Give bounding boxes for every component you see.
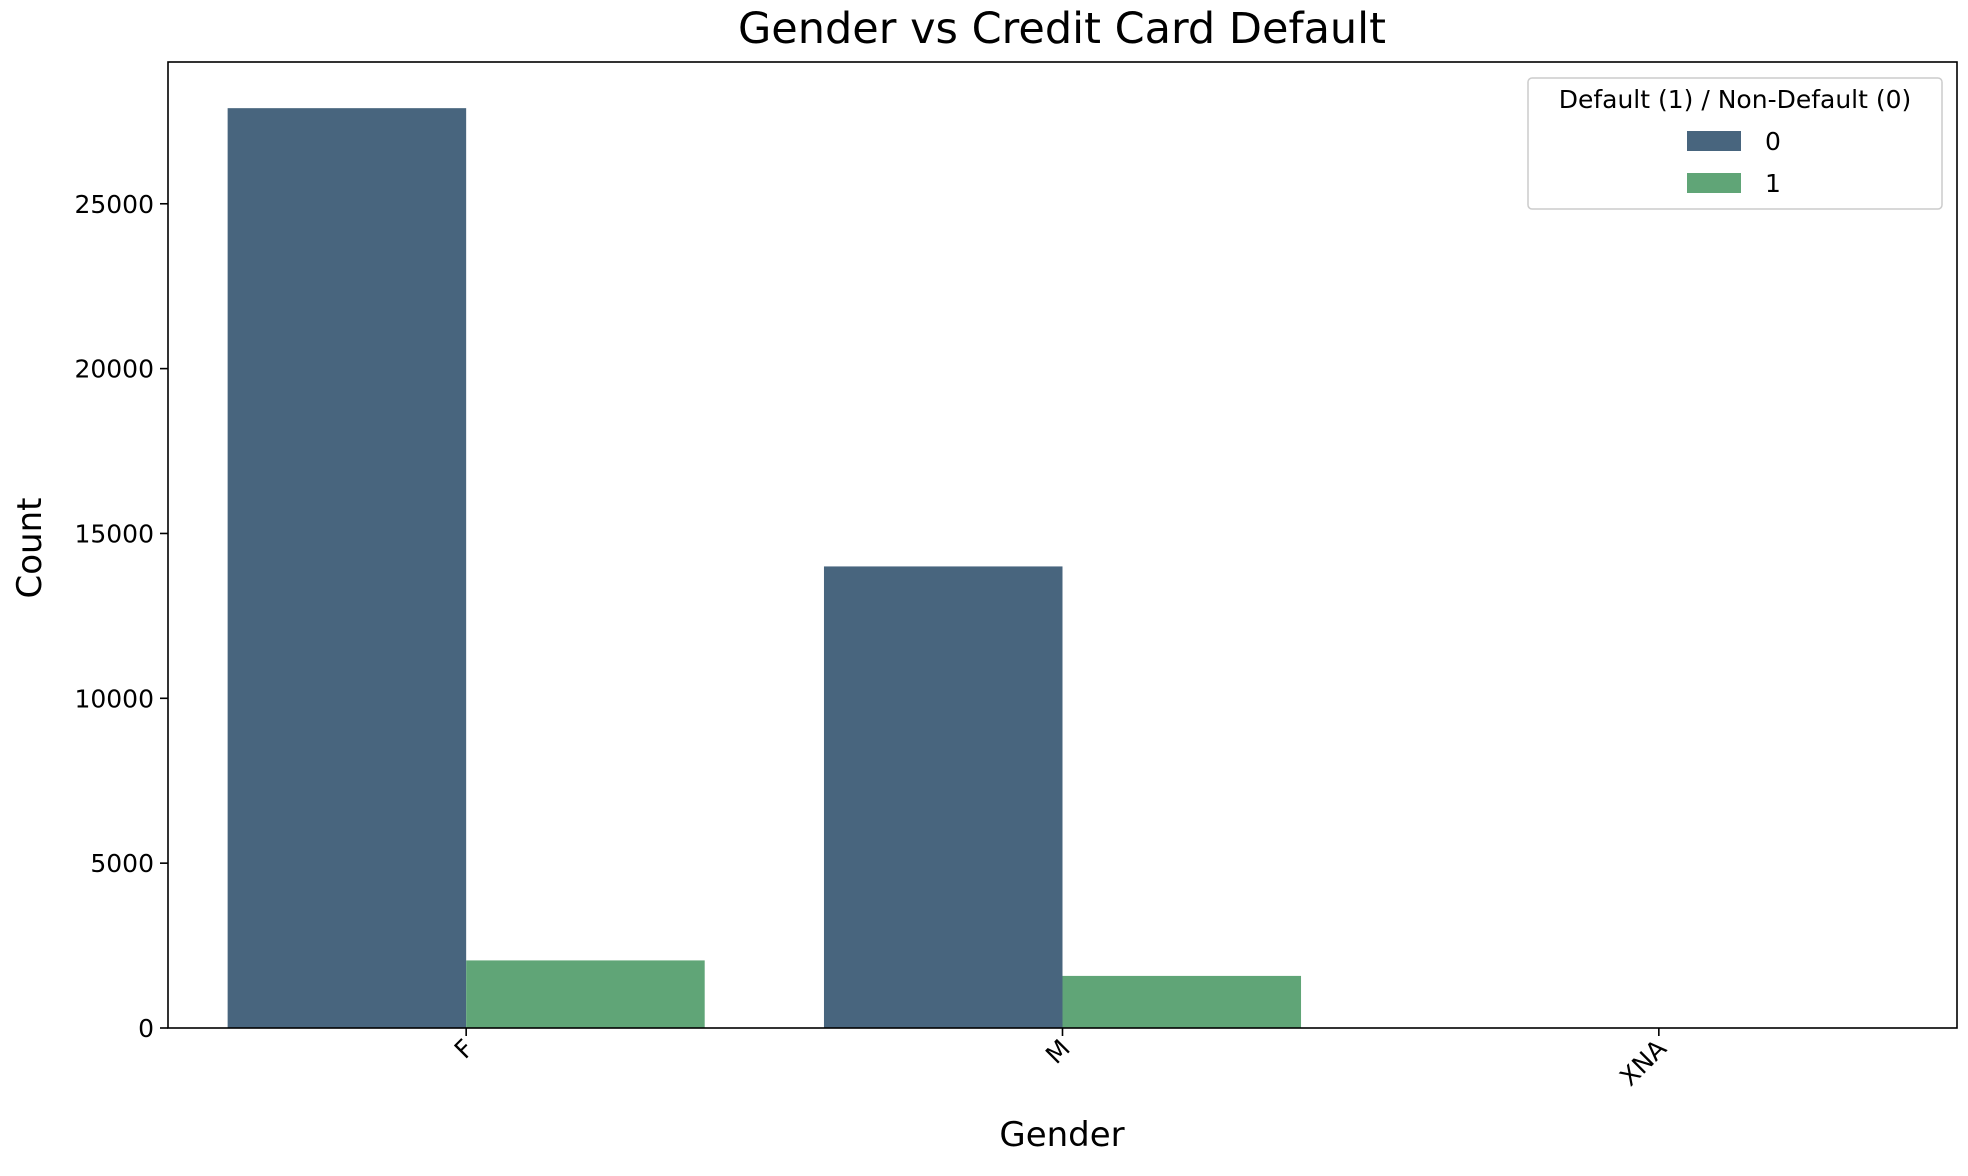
legend-swatch-0 bbox=[1687, 131, 1741, 151]
bar-F-1 bbox=[466, 960, 705, 1028]
legend-title: Default (1) / Non-Default (0) bbox=[1559, 85, 1912, 114]
bars bbox=[227, 108, 1659, 1028]
y-tick-label: 0 bbox=[138, 1014, 154, 1043]
y-tick-label: 20000 bbox=[74, 355, 154, 384]
x-axis-title: Gender bbox=[999, 1115, 1124, 1155]
legend-label-0: 0 bbox=[1765, 127, 1781, 156]
chart-title: Gender vs Credit Card Default bbox=[738, 4, 1386, 54]
bar-M-0 bbox=[823, 566, 1063, 1028]
legend-swatch-1 bbox=[1687, 173, 1741, 193]
x-tick-label: XNA bbox=[1614, 1034, 1672, 1092]
legend-label-1: 1 bbox=[1765, 169, 1781, 198]
bar-F-0 bbox=[227, 108, 467, 1028]
x-axis-ticks: F M XNA bbox=[449, 1028, 1672, 1092]
x-tick-label: M bbox=[1040, 1034, 1076, 1070]
x-tick-label: F bbox=[449, 1034, 480, 1065]
bar-M-1 bbox=[1062, 975, 1302, 1028]
y-tick-label: 15000 bbox=[74, 519, 154, 548]
y-tick-label: 25000 bbox=[74, 190, 154, 219]
y-tick-label: 10000 bbox=[74, 684, 154, 713]
y-axis-ticks: 0 5000 10000 15000 20000 25000 bbox=[74, 190, 168, 1043]
y-tick-label: 5000 bbox=[90, 849, 154, 878]
y-axis-title: Count bbox=[10, 498, 50, 599]
legend: Default (1) / Non-Default (0) 0 1 bbox=[1527, 77, 1943, 210]
